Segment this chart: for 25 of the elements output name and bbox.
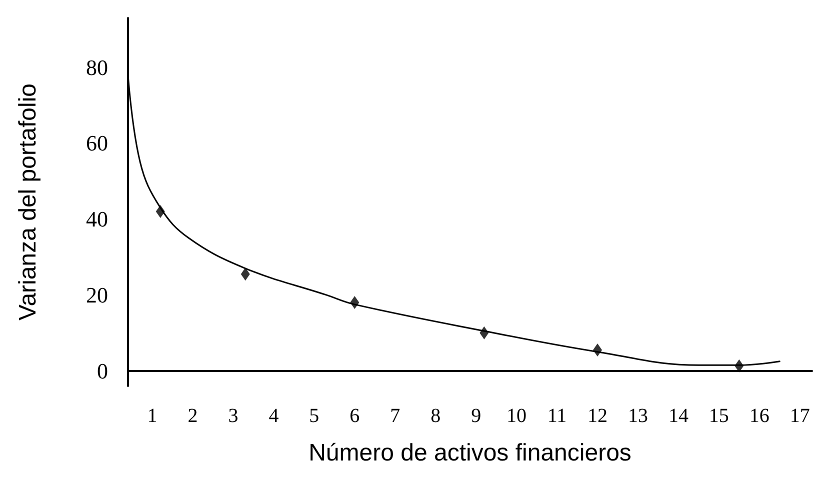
x-tick-label: 1: [147, 405, 158, 427]
x-tick-label: 2: [188, 405, 198, 427]
x-tick-label: 10: [506, 405, 527, 427]
x-tick-label: 12: [587, 405, 608, 427]
x-tick-label: 5: [309, 405, 320, 427]
x-tick-label: 13: [628, 405, 648, 427]
x-tick-label: 6: [350, 405, 360, 427]
y-tick-label: 0: [97, 358, 108, 384]
x-tick-label: 16: [749, 405, 770, 427]
x-tick-label: 8: [430, 405, 441, 427]
x-tick-label: 17: [790, 405, 810, 427]
y-tick-label: 80: [86, 54, 108, 80]
x-axis-title: Número de activos financieros: [308, 440, 632, 466]
x-tick-label: 7: [390, 405, 400, 427]
x-tick-label: 4: [268, 405, 279, 427]
x-tick-label: 11: [547, 405, 567, 427]
x-tick-label: 9: [471, 405, 482, 427]
y-tick-label: 60: [86, 130, 108, 156]
point: [240, 268, 250, 281]
x-tick-label: 14: [668, 405, 688, 427]
x-tick-label: 3: [228, 405, 238, 427]
x-tick-label: 15: [708, 405, 729, 427]
y-tick-label: 40: [86, 206, 108, 232]
y-axis-title: Varianza del portafolio: [14, 83, 42, 321]
y-tick-label: 20: [86, 282, 108, 308]
